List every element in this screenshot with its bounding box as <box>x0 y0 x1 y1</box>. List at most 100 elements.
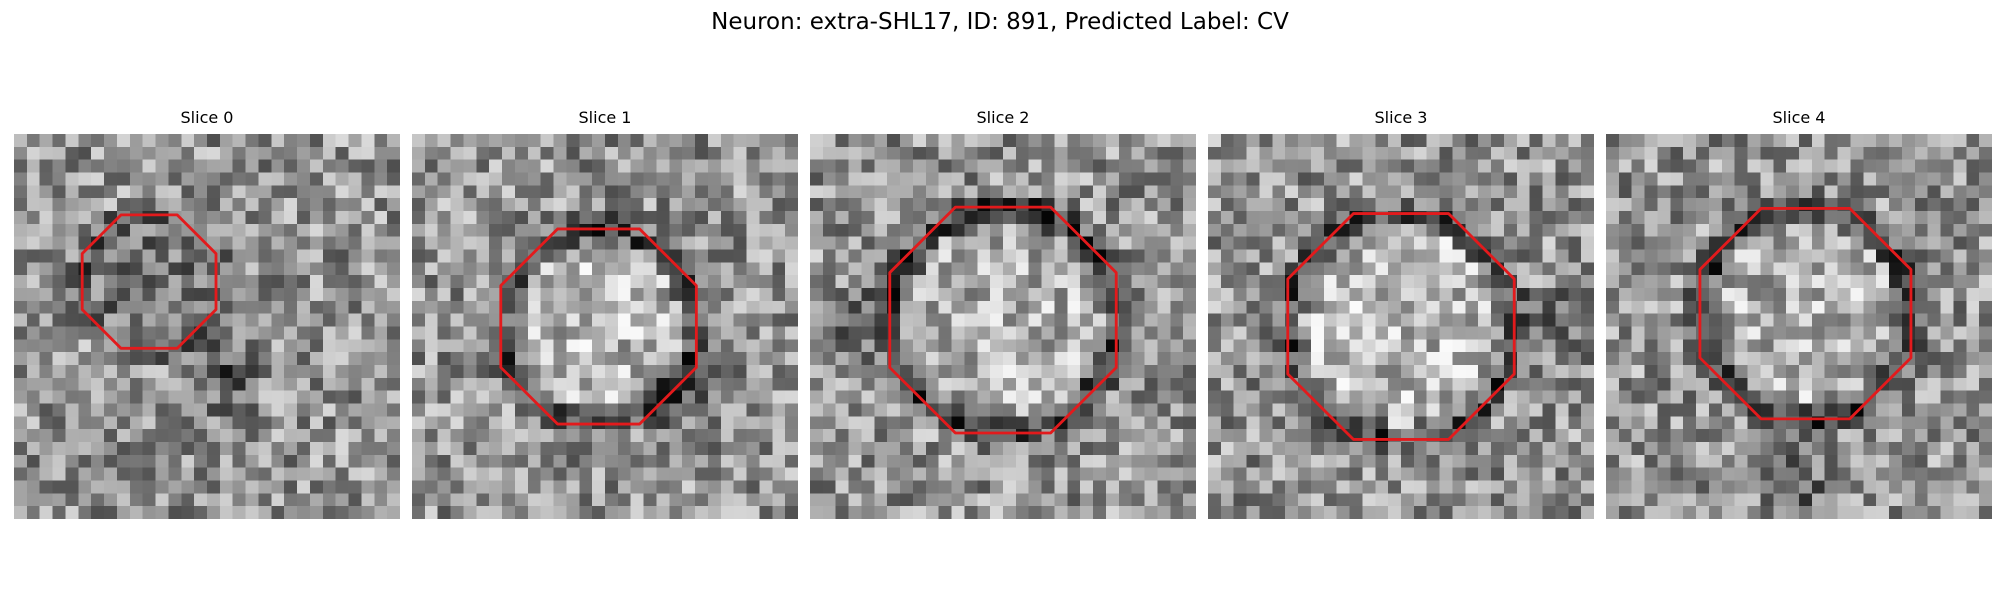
image-pixel <box>1401 442 1415 456</box>
image-pixel <box>1889 236 1903 250</box>
image-pixel <box>1439 313 1453 327</box>
image-pixel <box>1401 236 1415 250</box>
image-pixel <box>258 506 272 519</box>
image-pixel <box>1670 326 1684 340</box>
image-pixel <box>848 134 862 148</box>
image-pixel <box>1054 454 1068 468</box>
image-pixel <box>1863 403 1877 417</box>
image-pixel <box>463 313 477 327</box>
image-pixel <box>1914 185 1928 199</box>
image-pixel <box>297 198 311 212</box>
image-pixel <box>810 442 824 456</box>
image-pixel <box>284 159 298 173</box>
image-pixel <box>1388 313 1402 327</box>
image-pixel <box>1542 159 1556 173</box>
image-pixel <box>348 223 362 237</box>
image-pixel <box>1170 134 1184 148</box>
image-pixel <box>1644 493 1658 507</box>
image-pixel <box>1183 249 1196 263</box>
image-pixel <box>104 275 118 289</box>
image-pixel <box>707 223 722 237</box>
image-pixel <box>284 262 298 276</box>
image-pixel <box>463 159 477 173</box>
image-pixel <box>1118 480 1132 494</box>
image-pixel <box>39 416 53 430</box>
image-pixel <box>1439 326 1453 340</box>
image-pixel <box>168 467 182 481</box>
image-pixel <box>1118 172 1132 186</box>
image-pixel <box>540 339 554 353</box>
image-pixel <box>502 377 516 391</box>
image-pixel <box>207 288 221 302</box>
image-pixel <box>1310 467 1325 481</box>
image-pixel <box>1452 467 1466 481</box>
image-pixel <box>1067 480 1081 494</box>
image-pixel <box>1491 236 1505 250</box>
image-pixel <box>1388 198 1402 212</box>
image-pixel <box>1298 429 1312 443</box>
image-pixel <box>129 467 143 481</box>
image-pixel <box>822 442 836 456</box>
image-pixel <box>168 249 182 263</box>
image-pixel <box>14 159 28 173</box>
image-pixel <box>605 236 619 250</box>
image-pixel <box>1542 172 1556 186</box>
image-pixel <box>1773 159 1787 173</box>
image-pixel <box>78 275 92 289</box>
image-pixel <box>258 159 272 173</box>
image-pixel <box>746 146 760 160</box>
image-pixel <box>1131 275 1145 289</box>
image-pixel <box>1555 159 1569 173</box>
image-pixel <box>1067 172 1081 186</box>
image-pixel <box>245 236 259 250</box>
image-pixel <box>514 493 529 507</box>
image-pixel <box>1966 493 1980 507</box>
image-pixel <box>52 480 66 494</box>
image-pixel <box>1555 390 1569 404</box>
image-pixel <box>463 352 477 366</box>
image-pixel <box>1298 313 1312 327</box>
image-pixel <box>1657 223 1671 237</box>
image-pixel <box>707 480 722 494</box>
image-pixel <box>1003 275 1017 289</box>
image-pixel <box>1631 211 1645 225</box>
image-pixel <box>1452 454 1466 468</box>
image-pixel <box>579 365 593 379</box>
image-pixel <box>938 198 952 212</box>
image-pixel <box>1452 403 1466 417</box>
image-pixel <box>26 223 40 237</box>
image-pixel <box>1080 211 1094 225</box>
image-pixel <box>155 313 169 327</box>
image-pixel <box>900 146 914 160</box>
image-pixel <box>52 288 66 302</box>
image-pixel <box>39 198 53 212</box>
image-pixel <box>695 377 709 391</box>
image-pixel <box>1272 506 1286 519</box>
image-pixel <box>1529 429 1543 443</box>
image-pixel <box>1118 352 1132 366</box>
image-pixel <box>1811 223 1825 237</box>
image-pixel <box>1657 262 1671 276</box>
image-pixel <box>1657 300 1671 314</box>
image-pixel <box>232 159 246 173</box>
image-pixel <box>1542 211 1556 225</box>
image-pixel <box>1439 377 1453 391</box>
image-pixel <box>553 454 567 468</box>
image-pixel <box>361 365 375 379</box>
image-pixel <box>361 185 375 199</box>
image-pixel <box>925 339 939 353</box>
image-pixel <box>78 326 92 340</box>
image-pixel <box>1773 146 1787 160</box>
image-pixel <box>540 159 554 173</box>
image-pixel <box>284 172 298 186</box>
image-pixel <box>938 403 952 417</box>
image-pixel <box>424 339 438 353</box>
image-pixel <box>1003 211 1017 225</box>
segmentation-contour <box>499 227 698 426</box>
image-pixel <box>1644 506 1658 519</box>
image-pixel <box>1618 146 1632 160</box>
image-pixel <box>1426 198 1440 212</box>
image-pixel <box>630 313 644 327</box>
image-pixel <box>1824 429 1838 443</box>
image-pixel <box>1529 159 1543 173</box>
